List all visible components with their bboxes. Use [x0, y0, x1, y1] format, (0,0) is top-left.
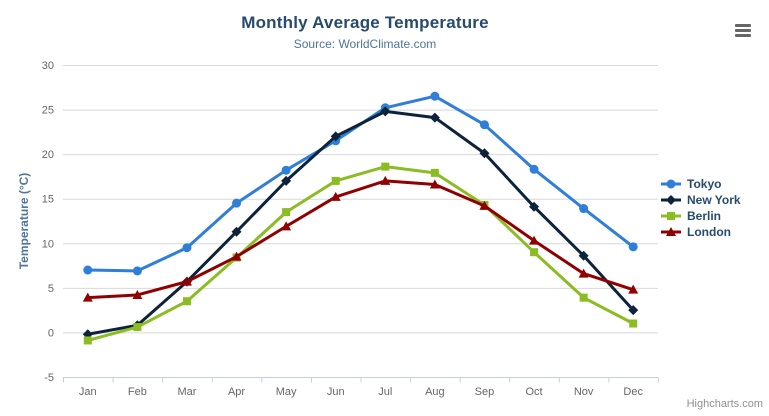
- legend-label: Berlin: [687, 209, 722, 223]
- marker-new-york[interactable]: [330, 131, 341, 142]
- marker-berlin[interactable]: [579, 293, 588, 302]
- x-tick-label: Dec: [623, 386, 643, 398]
- marker-new-york[interactable]: [628, 305, 639, 316]
- marker-tokyo[interactable]: [529, 164, 539, 174]
- chart-subtitle: Source: WorldClimate.com: [293, 37, 437, 51]
- hamburger-icon: [735, 23, 751, 27]
- marker-london[interactable]: [281, 221, 292, 231]
- x-tick-label: Jun: [327, 386, 345, 398]
- marker-berlin[interactable]: [182, 297, 191, 306]
- legend-marker-diamond-icon: [661, 195, 681, 205]
- series-line-new-york: [86, 109, 635, 336]
- marker-tokyo[interactable]: [579, 204, 589, 214]
- marker-london[interactable]: [578, 268, 589, 278]
- series-london[interactable]: [82, 175, 639, 302]
- marker-berlin[interactable]: [133, 323, 142, 332]
- marker-new-york[interactable]: [429, 112, 440, 123]
- series-berlin[interactable]: [83, 162, 638, 345]
- legend-label: New York: [687, 193, 741, 207]
- marker-tokyo[interactable]: [281, 165, 291, 175]
- x-tick-label: Jan: [79, 386, 97, 398]
- legend: Tokyo New York Berlin London: [660, 176, 741, 240]
- marker-london[interactable]: [479, 200, 490, 210]
- y-tick-label: 25: [42, 105, 54, 117]
- hamburger-icon: [735, 33, 751, 37]
- x-tick-label: Mar: [177, 386, 196, 398]
- x-tick-label: Nov: [574, 386, 594, 398]
- marker-berlin[interactable]: [282, 208, 291, 217]
- marker-berlin[interactable]: [530, 248, 539, 257]
- legend-marker-square-icon: [661, 212, 681, 220]
- x-tick-label: Jul: [378, 386, 392, 398]
- y-tick-label: 0: [48, 327, 54, 339]
- marker-london[interactable]: [82, 292, 93, 302]
- y-tick-label: 20: [42, 149, 54, 161]
- series-new-york[interactable]: [82, 106, 639, 340]
- marker-new-york[interactable]: [529, 201, 540, 212]
- y-tick-label: 15: [42, 194, 54, 206]
- marker-london[interactable]: [380, 175, 391, 185]
- marker-new-york[interactable]: [281, 175, 292, 186]
- marker-tokyo[interactable]: [479, 120, 489, 130]
- marker-new-york[interactable]: [479, 148, 490, 159]
- credits-link[interactable]: Highcharts.com: [686, 398, 763, 410]
- legend-item-new-york[interactable]: New York: [660, 192, 741, 208]
- marker-new-york[interactable]: [380, 106, 391, 117]
- legend-item-berlin[interactable]: Berlin: [660, 208, 741, 224]
- marker-tokyo[interactable]: [182, 243, 192, 253]
- series-line-london: [86, 179, 635, 300]
- marker-tokyo[interactable]: [628, 242, 638, 252]
- marker-new-york[interactable]: [578, 250, 589, 261]
- context-menu-button[interactable]: [729, 18, 757, 42]
- marker-london[interactable]: [132, 289, 143, 299]
- marker-berlin[interactable]: [83, 336, 92, 345]
- x-tick-label: Feb: [128, 386, 147, 398]
- marker-berlin[interactable]: [381, 162, 390, 171]
- marker-berlin[interactable]: [629, 319, 638, 328]
- hamburger-icon: [735, 28, 751, 32]
- marker-london[interactable]: [231, 251, 242, 261]
- legend-marker-circle-icon: [661, 179, 681, 189]
- y-tick-label: 10: [42, 238, 54, 250]
- x-tick-label: Oct: [525, 386, 542, 398]
- marker-tokyo[interactable]: [132, 266, 142, 276]
- legend-item-london[interactable]: London: [660, 224, 741, 240]
- legend-marker-triangle-icon: [661, 227, 681, 236]
- x-axis-labels: Jan Feb Mar Apr May Jun Jul Aug Sep Oct Nov Dec: [79, 386, 644, 398]
- y-tick-label: -5: [44, 372, 54, 384]
- x-tick-label: Apr: [228, 386, 245, 398]
- marker-london[interactable]: [628, 284, 639, 294]
- marker-london[interactable]: [181, 276, 192, 286]
- marker-tokyo[interactable]: [430, 91, 440, 101]
- legend-label: London: [687, 225, 731, 239]
- x-tick-label: Sep: [475, 386, 495, 398]
- marker-berlin[interactable]: [331, 176, 340, 185]
- chart-title: Monthly Average Temperature: [241, 13, 489, 32]
- legend-label: Tokyo: [687, 177, 722, 191]
- x-axis: [63, 377, 659, 383]
- y-axis-title: Temperature (°C): [17, 172, 31, 270]
- series-tokyo[interactable]: [83, 91, 638, 276]
- marker-london[interactable]: [330, 191, 341, 201]
- x-tick-label: Aug: [425, 386, 445, 398]
- marker-tokyo[interactable]: [232, 198, 242, 208]
- y-tick-label: 30: [42, 60, 54, 72]
- gridlines: [63, 65, 658, 378]
- marker-new-york[interactable]: [231, 226, 242, 237]
- marker-berlin[interactable]: [430, 168, 439, 177]
- marker-london[interactable]: [429, 179, 440, 189]
- legend-item-tokyo[interactable]: Tokyo: [660, 176, 741, 192]
- y-tick-label: 5: [48, 283, 54, 295]
- marker-tokyo[interactable]: [83, 265, 93, 275]
- x-tick-label: May: [276, 386, 297, 398]
- y-axis-labels: -5 0 5 10 15 20 25 30: [42, 60, 54, 384]
- series-line-berlin: [86, 165, 635, 342]
- marker-london[interactable]: [529, 235, 540, 245]
